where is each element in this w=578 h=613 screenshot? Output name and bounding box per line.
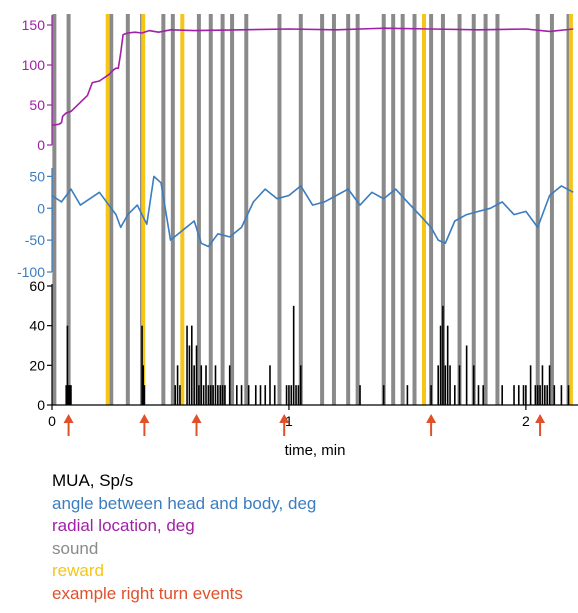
mua-x-tick-label: 0 [48, 413, 56, 429]
mua-x-tick-label: 1 [285, 413, 293, 429]
right-turn-arrow-head [191, 414, 202, 423]
legend-item: example right turn events [52, 583, 243, 603]
angle-y-tick-label: 50 [29, 168, 45, 184]
mua-x-tick-label: 2 [522, 413, 530, 429]
mua-y-tick-label: 20 [29, 357, 45, 373]
right-turn-arrows-layer [63, 414, 546, 436]
event-lines-layer [52, 14, 573, 405]
legend: MUA, Sp/s angle between head and body, de… [52, 470, 316, 605]
right-turn-arrow [63, 414, 74, 436]
mua-y-tick-label: 40 [29, 318, 45, 334]
right-turn-arrow [535, 414, 546, 436]
angle-y-tick-label: 0 [37, 200, 45, 216]
radial-y-tick-label: 50 [29, 97, 45, 113]
angle-y-tick-label: -100 [17, 264, 45, 280]
legend-item: reward [52, 561, 104, 580]
right-turn-arrow [139, 414, 150, 436]
right-turn-arrow [191, 414, 202, 436]
right-turn-arrow-head [535, 414, 546, 423]
legend-item: radial location, deg [52, 516, 195, 535]
right-turn-arrow-head [426, 414, 437, 423]
legend-item: angle between head and body, deg [52, 493, 317, 513]
radial-y-tick-label: 100 [22, 57, 46, 73]
mua-panel: 0 20 40 60 0 1 2 [29, 278, 578, 429]
radial-y-tick-label: 0 [37, 137, 45, 153]
legend-item: sound [52, 538, 99, 558]
right-turn-arrow-head [279, 414, 290, 423]
radial-location-panel: 0 50 100 150 [22, 15, 574, 153]
mua-y-tick-label: 60 [29, 278, 45, 294]
mua-y-tick-label: 0 [37, 397, 45, 413]
right-turn-arrow [426, 414, 437, 436]
right-turn-arrow-head [139, 414, 150, 423]
x-axis-label: time, min [285, 442, 346, 459]
radial-series-line [52, 27, 574, 126]
angle-y-tick-label: -50 [25, 232, 45, 248]
radial-y-tick-label: 150 [22, 17, 46, 33]
right-turn-arrow [279, 414, 290, 436]
head-body-angle-panel: -100 -50 0 50 [17, 168, 574, 280]
right-turn-arrow-head [63, 414, 74, 423]
legend-item: MUA, Sp/s [52, 471, 134, 490]
angle-series-line [51, 175, 574, 248]
